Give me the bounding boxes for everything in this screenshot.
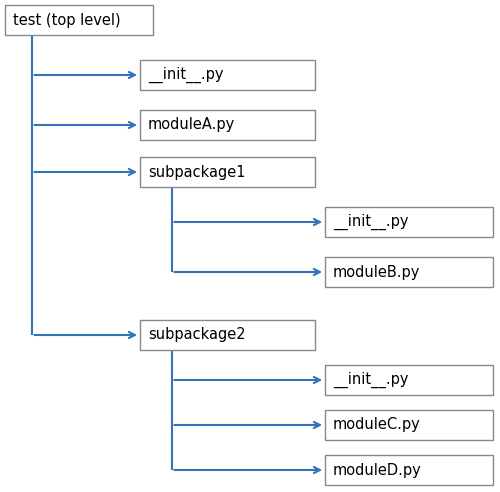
- Bar: [5, 5, 153, 35]
- Text: __init__.py: __init__.py: [333, 214, 408, 230]
- Text: __init__.py: __init__.py: [333, 372, 408, 388]
- Bar: [140, 60, 315, 90]
- Text: moduleA.py: moduleA.py: [148, 118, 236, 132]
- Text: moduleB.py: moduleB.py: [333, 265, 420, 279]
- Bar: [325, 207, 493, 237]
- Text: moduleD.py: moduleD.py: [333, 462, 422, 478]
- Text: subpackage2: subpackage2: [148, 328, 246, 342]
- Bar: [140, 157, 315, 187]
- Text: __init__.py: __init__.py: [148, 67, 224, 83]
- Bar: [325, 410, 493, 440]
- Text: test (top level): test (top level): [13, 12, 120, 28]
- Bar: [325, 455, 493, 485]
- Bar: [140, 320, 315, 350]
- Bar: [140, 110, 315, 140]
- Text: moduleC.py: moduleC.py: [333, 418, 421, 432]
- Bar: [325, 257, 493, 287]
- Bar: [325, 365, 493, 395]
- Text: subpackage1: subpackage1: [148, 164, 246, 180]
